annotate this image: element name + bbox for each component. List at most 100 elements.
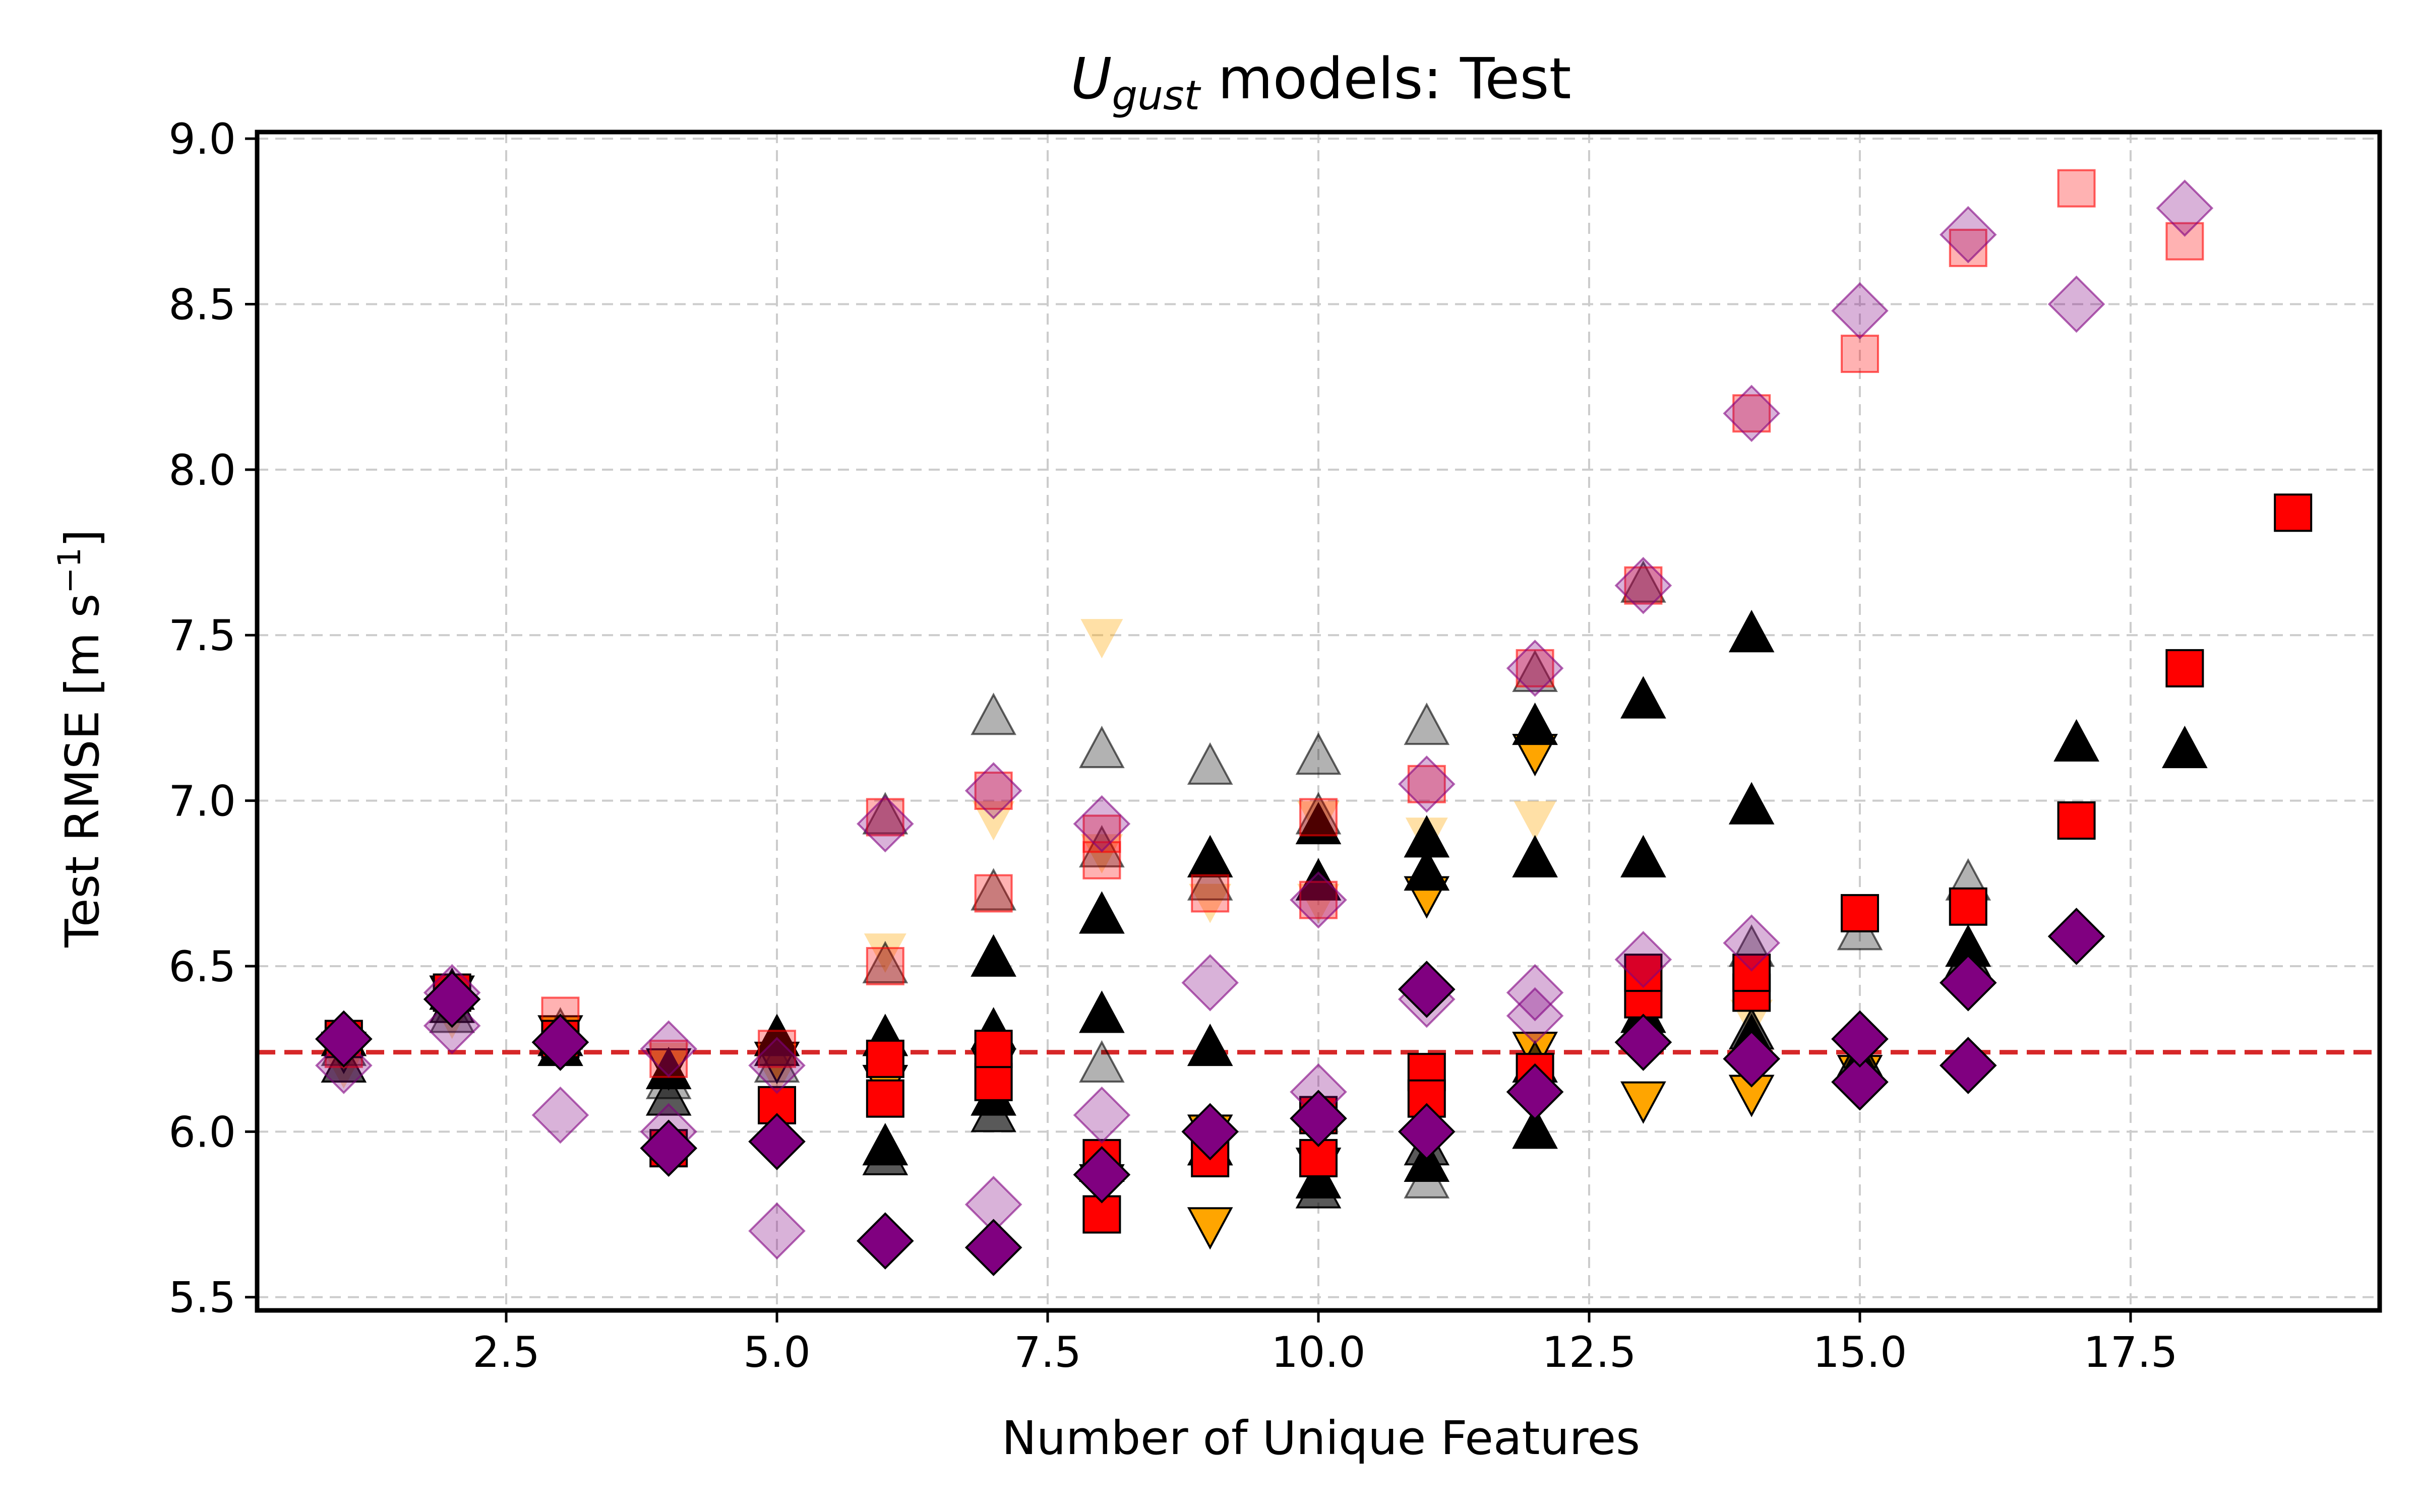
data-point-square bbox=[1516, 649, 1554, 687]
data-point-triangle bbox=[2053, 719, 2099, 762]
data-point-triangle bbox=[1079, 1040, 1125, 1083]
data-point-diamond bbox=[2047, 908, 2105, 965]
data-point-diamond bbox=[1506, 964, 1564, 1022]
data-point-diamond bbox=[1831, 1010, 1889, 1068]
x-tick-label: 5.0 bbox=[743, 1328, 811, 1377]
data-point-triangle bbox=[1512, 702, 1558, 745]
data-point-diamond bbox=[1723, 914, 1781, 972]
data-point-square bbox=[2057, 169, 2096, 208]
data-point-diamond bbox=[1398, 755, 1456, 813]
data-point-triangle bbox=[1079, 825, 1125, 868]
data-point-diamond bbox=[531, 1014, 589, 1071]
data-point-diamond bbox=[856, 1212, 914, 1270]
data-point-triangle bbox=[1187, 858, 1233, 901]
data-point-triangle bbox=[971, 692, 1016, 735]
data-point-triangle bbox=[1295, 801, 1342, 845]
data-point-square bbox=[974, 1030, 1013, 1068]
data-point-diamond bbox=[423, 970, 481, 1028]
data-point-triangle bbox=[1295, 858, 1342, 901]
data-point-diamond bbox=[1398, 1103, 1456, 1161]
y-label-main: Test RMSE [m s bbox=[55, 594, 109, 948]
data-point-triangle bbox=[1620, 560, 1666, 603]
y-tick-label: 8.0 bbox=[168, 446, 236, 495]
y-tick-label: 9.0 bbox=[168, 114, 236, 164]
data-point-diamond bbox=[1939, 954, 1997, 1012]
data-point-square bbox=[974, 771, 1013, 810]
data-point-triangle bbox=[1728, 782, 1775, 825]
data-point-triangle bbox=[1512, 649, 1558, 692]
data-point-square bbox=[758, 1030, 797, 1068]
data-point-triangle bbox=[1620, 676, 1666, 719]
data-point-triangle bbox=[754, 1014, 800, 1056]
data-point-diamond bbox=[1614, 1014, 1672, 1071]
data-point-diamond bbox=[748, 1037, 806, 1094]
y-tick-label: 8.5 bbox=[168, 280, 236, 330]
data-point-diamond bbox=[1073, 1146, 1131, 1204]
data-point-square bbox=[1732, 394, 1771, 433]
x-tick-label: 12.5 bbox=[1542, 1328, 1636, 1377]
y-label-superscript: −1 bbox=[51, 547, 88, 593]
data-point-diamond bbox=[856, 795, 914, 853]
data-point-square bbox=[2165, 649, 2204, 687]
y-tick-label: 6.0 bbox=[168, 1107, 236, 1157]
data-point-triangle-down bbox=[972, 801, 1015, 841]
data-point-diamond bbox=[640, 1119, 698, 1177]
data-point-diamond bbox=[1181, 954, 1239, 1012]
data-point-triangle-down bbox=[864, 933, 906, 973]
x-tick-label: 10.0 bbox=[1271, 1328, 1365, 1377]
data-point-triangle bbox=[971, 934, 1016, 977]
data-point-square bbox=[1840, 335, 1879, 373]
data-point-square bbox=[1624, 566, 1663, 605]
data-point-square bbox=[1082, 841, 1121, 879]
title-rest: models: Test bbox=[1200, 46, 1571, 112]
data-point-square bbox=[866, 947, 904, 985]
data-point-square bbox=[866, 1079, 904, 1118]
data-point-triangle-down bbox=[1620, 1081, 1666, 1124]
data-point-diamond bbox=[1073, 795, 1131, 853]
data-point-square bbox=[1624, 954, 1663, 992]
data-point-diamond bbox=[748, 1202, 806, 1260]
x-tick-label: 15.0 bbox=[1812, 1328, 1907, 1377]
data-point-diamond bbox=[1398, 961, 1456, 1018]
data-point-triangle-down bbox=[1080, 834, 1123, 874]
data-point-triangle bbox=[1295, 732, 1342, 775]
data-point-triangle bbox=[862, 1122, 909, 1166]
data-point-square bbox=[1949, 228, 1987, 267]
x-tick-label: 17.5 bbox=[2083, 1328, 2177, 1377]
scatter-points bbox=[315, 169, 2313, 1277]
data-point-square bbox=[2057, 801, 2096, 840]
chart-title: Ugust models: Test bbox=[1070, 46, 1571, 119]
y-label-end: ] bbox=[55, 529, 109, 547]
y-axis-label: Test RMSE [m s−1] bbox=[51, 529, 109, 948]
data-point-diamond bbox=[1939, 1037, 1997, 1094]
x-axis-label: Number of Unique Features bbox=[1002, 1411, 1640, 1465]
data-point-triangle bbox=[1512, 835, 1558, 877]
data-point-triangle bbox=[1295, 1156, 1342, 1199]
data-point-triangle-down bbox=[1080, 619, 1123, 659]
data-point-triangle bbox=[1079, 990, 1125, 1033]
data-point-triangle-down bbox=[1514, 801, 1556, 841]
data-point-diamond bbox=[1290, 1090, 1347, 1147]
data-point-diamond bbox=[1073, 1086, 1131, 1144]
data-point-triangle bbox=[1512, 1106, 1558, 1149]
data-point-diamond bbox=[2047, 275, 2105, 333]
data-point-square bbox=[1191, 874, 1230, 913]
data-point-diamond bbox=[531, 1086, 589, 1144]
data-point-diamond bbox=[1831, 1053, 1889, 1111]
data-point-square bbox=[974, 874, 1013, 913]
data-point-diamond bbox=[640, 1020, 698, 1078]
data-point-diamond bbox=[1506, 1063, 1564, 1121]
data-point-triangle bbox=[645, 1046, 692, 1090]
data-point-triangle bbox=[1620, 835, 1666, 877]
data-point-triangle bbox=[645, 1073, 692, 1116]
data-point-triangle-down bbox=[1187, 1207, 1233, 1250]
data-point-square bbox=[866, 1039, 904, 1078]
data-point-square bbox=[1840, 894, 1879, 932]
data-point-triangle bbox=[862, 940, 909, 983]
data-point-triangle bbox=[2162, 725, 2208, 769]
data-point-triangle bbox=[1187, 835, 1233, 877]
data-point-diamond bbox=[315, 1010, 373, 1068]
title-symbol: U bbox=[1070, 46, 1112, 112]
